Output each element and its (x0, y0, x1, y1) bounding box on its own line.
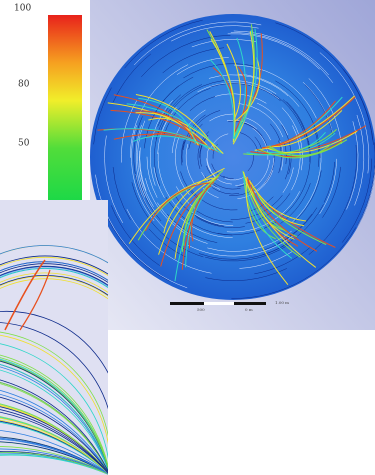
scale-label: 1.00 m (275, 300, 289, 305)
colorbar-label: 80 (18, 80, 30, 90)
scale-label: 500 (197, 307, 205, 312)
colorbar (48, 15, 82, 205)
colorbar-label: 50 (18, 139, 30, 149)
colorbar-label: 100 (14, 4, 31, 14)
simulation-view: 100 80 50 500 0 m 1.00 m (0, 0, 375, 475)
scale-label: 0 m (245, 307, 253, 312)
